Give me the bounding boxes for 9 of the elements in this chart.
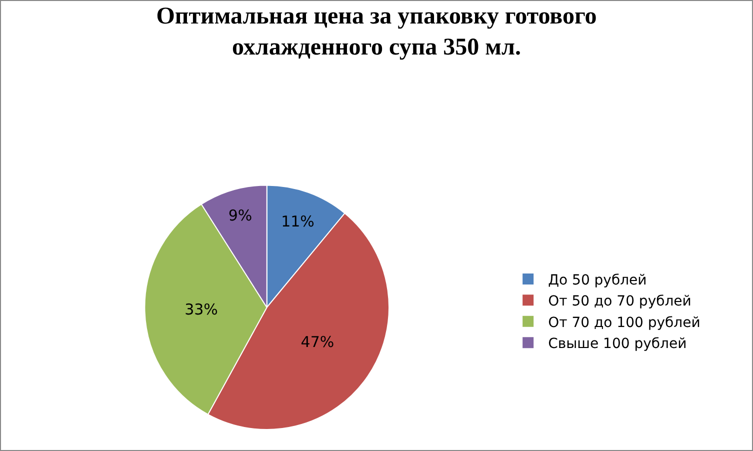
chart-title: Оптимальная цена за упаковку готового охлажденного супа 350 мл.: [156, 3, 597, 61]
legend-label: От 70 до 100 рублей: [548, 314, 700, 331]
data-label: 9%: [228, 206, 252, 225]
legend-label: Свыше 100 рублей: [548, 336, 687, 352]
data-label: 33%: [184, 300, 218, 318]
data-label: 11%: [281, 212, 314, 231]
legend-label: От 50 до 70 рублей: [548, 294, 692, 310]
legend-label: До 50 рублей: [548, 272, 647, 288]
data-label: 47%: [300, 332, 334, 351]
